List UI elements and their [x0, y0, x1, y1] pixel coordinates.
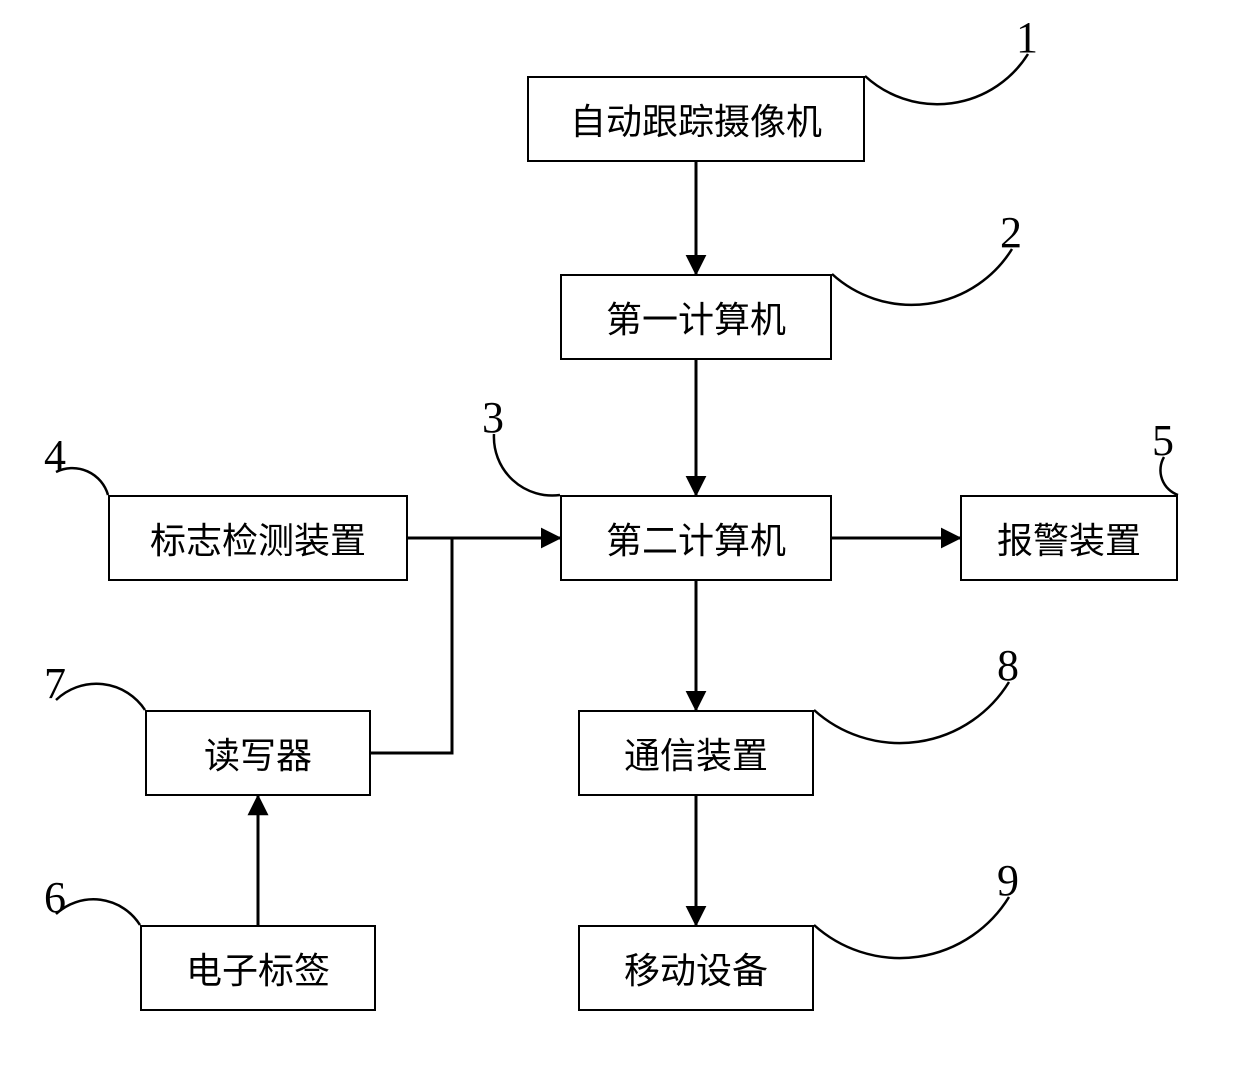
label-7: 7 — [44, 658, 66, 709]
label-4: 4 — [44, 430, 66, 481]
node-n4: 标志检测装置 — [108, 495, 408, 581]
label-1: 1 — [1016, 12, 1038, 63]
label-text: 5 — [1152, 416, 1174, 465]
node-label: 读写器 — [204, 727, 312, 779]
node-n3: 第二计算机 — [560, 495, 832, 581]
node-n2: 第一计算机 — [560, 274, 832, 360]
label-9: 9 — [997, 855, 1019, 906]
label-3: 3 — [482, 392, 504, 443]
label-text: 6 — [44, 873, 66, 922]
label-text: 7 — [44, 659, 66, 708]
node-n9: 移动设备 — [578, 925, 814, 1011]
label-6: 6 — [44, 872, 66, 923]
node-n5: 报警装置 — [960, 495, 1178, 581]
node-label: 通信装置 — [624, 727, 768, 779]
node-label: 标志检测装置 — [150, 512, 366, 564]
node-label: 移动设备 — [624, 942, 768, 994]
node-n1: 自动跟踪摄像机 — [527, 76, 865, 162]
diagram-canvas: 自动跟踪摄像机第一计算机第二计算机 标志检测装置 报警装置读写器 通信装置电子标签 移动… — [0, 0, 1240, 1071]
node-label: 第一计算机 — [606, 291, 786, 343]
label-2: 2 — [1000, 207, 1022, 258]
label-text: 8 — [997, 641, 1019, 690]
label-5: 5 — [1152, 415, 1174, 466]
node-n6: 电子标签 — [140, 925, 376, 1011]
label-text: 9 — [997, 856, 1019, 905]
node-label: 报警装置 — [997, 512, 1141, 564]
label-8: 8 — [997, 640, 1019, 691]
label-text: 2 — [1000, 208, 1022, 257]
label-text: 4 — [44, 431, 66, 480]
label-text: 3 — [482, 393, 504, 442]
node-n7: 读写器 — [145, 710, 371, 796]
node-label: 电子标签 — [186, 942, 330, 994]
label-text: 1 — [1016, 13, 1038, 62]
node-label: 自动跟踪摄像机 — [570, 93, 822, 145]
node-label: 第二计算机 — [606, 512, 786, 564]
node-n8: 通信装置 — [578, 710, 814, 796]
